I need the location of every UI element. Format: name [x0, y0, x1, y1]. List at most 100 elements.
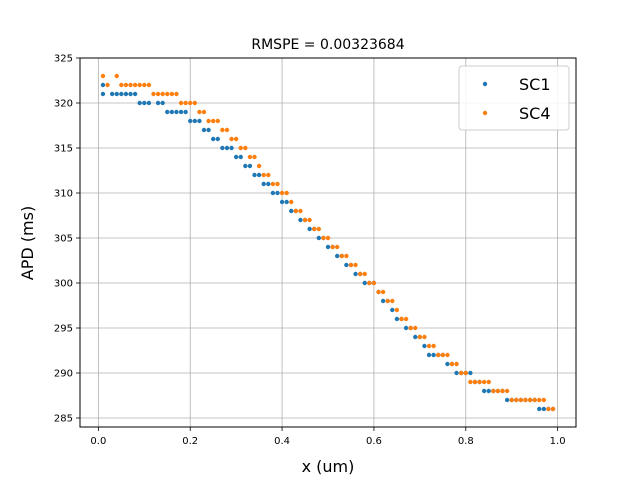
data-point-sc4 [463, 370, 468, 376]
data-point-sc4 [284, 190, 289, 196]
data-point-sc4 [440, 352, 446, 358]
data-point-sc1 [504, 397, 510, 403]
legend-marker-sc1 [482, 81, 488, 87]
data-point-sc1 [481, 388, 487, 394]
data-point-sc4 [504, 388, 510, 394]
y-axis-title: APD (ms) [18, 206, 37, 280]
data-point-sc4 [275, 181, 280, 187]
data-point-sc4 [357, 271, 363, 277]
data-point-sc4 [132, 82, 138, 88]
data-point-sc4 [394, 307, 400, 313]
data-point-sc1 [220, 145, 225, 151]
data-point-sc4 [431, 343, 436, 349]
data-point-sc4 [477, 379, 482, 385]
data-point-sc4 [537, 397, 542, 403]
plot-frame [79, 57, 577, 428]
data-point-sc1 [137, 100, 142, 106]
data-point-sc4 [408, 325, 413, 331]
data-point-sc4 [151, 91, 156, 97]
y-tick-label: 310 [54, 189, 73, 200]
chart-title: RMSPE = 0.00323684 [251, 37, 404, 53]
data-point-sc1 [192, 118, 198, 124]
data-point-sc4 [238, 145, 243, 151]
x-tick-label: 0.6 [366, 436, 382, 447]
data-point-sc4 [119, 82, 124, 88]
data-point-sc4 [137, 82, 142, 88]
data-point-sc4 [344, 253, 349, 259]
data-point-sc1 [160, 100, 165, 106]
data-point-sc4 [270, 181, 276, 187]
data-point-sc4 [100, 73, 106, 79]
series-sc4 [100, 73, 556, 412]
data-point-sc4 [371, 280, 377, 286]
y-tick-label: 295 [54, 324, 73, 335]
data-point-sc1 [165, 109, 170, 115]
data-point-sc4 [390, 298, 395, 304]
data-point-sc4 [160, 91, 165, 97]
data-point-sc4 [261, 172, 266, 178]
data-point-sc4 [454, 361, 459, 367]
data-point-sc4 [376, 289, 381, 295]
x-axis: 0.0 0.2 0.4 0.6 0.8 1.0 [90, 427, 566, 447]
legend-label-sc4: SC4 [519, 104, 551, 123]
x-axis-title: x (um) [302, 457, 355, 476]
data-point-sc4 [500, 388, 505, 394]
data-point-sc1 [380, 298, 386, 304]
y-tick-label: 290 [54, 369, 73, 380]
data-point-sc1 [100, 91, 106, 97]
data-point-sc4 [426, 343, 432, 349]
data-point-sc1 [445, 361, 450, 367]
data-point-sc1 [247, 163, 253, 169]
data-point-sc1 [454, 370, 459, 376]
data-point-sc1 [201, 127, 207, 133]
data-point-sc1 [353, 271, 358, 277]
data-point-sc4 [472, 379, 478, 385]
data-point-sc4 [325, 235, 331, 241]
data-point-sc4 [247, 154, 253, 160]
data-point-sc4 [146, 82, 152, 88]
data-point-sc4 [330, 244, 335, 250]
data-point-sc4 [192, 100, 198, 106]
y-tick-label: 325 [54, 54, 73, 65]
data-point-sc1 [390, 307, 395, 313]
data-point-sc1 [109, 91, 115, 97]
x-tick-label: 0.2 [182, 436, 198, 447]
data-point-sc4 [174, 91, 179, 97]
data-point-sc1 [146, 100, 152, 106]
data-point-sc1 [413, 334, 418, 340]
data-point-sc1 [403, 325, 409, 331]
data-point-sc1 [284, 199, 289, 205]
x-tick-label: 1.0 [550, 436, 566, 447]
data-point-sc1 [394, 316, 400, 322]
data-point-sc4 [481, 379, 487, 385]
data-point-sc4 [348, 262, 354, 268]
data-point-sc1 [169, 109, 175, 115]
data-point-sc1 [316, 235, 322, 241]
data-point-sc1 [229, 145, 234, 151]
data-point-sc4 [128, 82, 133, 88]
data-point-sc4 [279, 190, 285, 196]
data-point-sc4 [321, 235, 326, 241]
data-point-sc4 [289, 199, 294, 205]
data-point-sc4 [220, 127, 225, 133]
data-point-sc1 [270, 190, 276, 196]
data-point-sc1 [541, 406, 547, 412]
legend-box [458, 65, 570, 131]
data-point-sc1 [252, 172, 257, 178]
data-point-sc4 [436, 352, 441, 358]
data-point-sc1 [279, 199, 285, 205]
data-point-sc1 [486, 388, 491, 394]
data-point-sc1 [215, 136, 220, 142]
data-point-sc4 [188, 100, 193, 106]
data-point-sc4 [380, 289, 386, 295]
data-point-sc1 [224, 145, 230, 151]
legend-marker-sc4 [482, 110, 488, 116]
data-point-sc1 [142, 100, 147, 106]
data-point-sc1 [422, 343, 427, 349]
data-point-sc4 [307, 217, 312, 223]
y-tick-label: 315 [54, 144, 73, 155]
data-point-sc4 [403, 316, 409, 322]
legend-label-sc1: SC1 [519, 75, 551, 94]
data-point-sc4 [413, 325, 418, 331]
